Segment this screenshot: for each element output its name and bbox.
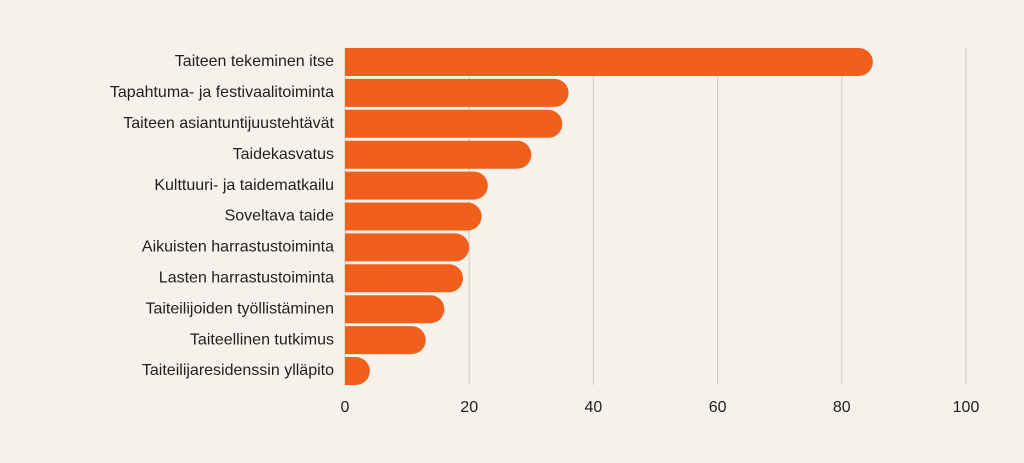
category-labels: Taiteen tekeminen itse Tapahtuma- ja fest… bbox=[110, 53, 335, 379]
bar-9 bbox=[345, 295, 445, 324]
category-label-1: Taiteen tekeminen itse bbox=[175, 53, 334, 70]
category-label-9: Taiteilijoiden työllistäminen bbox=[145, 300, 334, 317]
x-tick-label-100: 100 bbox=[953, 399, 980, 416]
bar-4 bbox=[345, 140, 532, 169]
bar-5 bbox=[345, 171, 488, 200]
category-label-7: Aikuisten harrastustoiminta bbox=[142, 239, 334, 256]
category-label-3: Taiteen asiantuntijuustehtävät bbox=[123, 115, 334, 132]
category-label-5: Kulttuuri- ja taidematkailu bbox=[154, 177, 334, 194]
bar-11 bbox=[345, 357, 370, 385]
x-tick-label-20: 20 bbox=[460, 399, 478, 416]
bar-8 bbox=[345, 264, 463, 293]
category-label-2: Tapahtuma- ja festivaalitoiminta bbox=[110, 84, 334, 101]
bars bbox=[345, 48, 873, 385]
x-axis-tick-labels: 0 20 40 60 80 100 bbox=[341, 399, 980, 416]
x-tick-label-80: 80 bbox=[833, 399, 851, 416]
x-tick-label-0: 0 bbox=[341, 399, 350, 416]
bar-3 bbox=[345, 109, 563, 138]
bar-7 bbox=[345, 233, 470, 262]
category-label-4: Taidekasvatus bbox=[233, 146, 334, 163]
x-tick-label-60: 60 bbox=[709, 399, 727, 416]
category-label-6: Soveltava taide bbox=[225, 208, 335, 225]
x-tick-label-40: 40 bbox=[585, 399, 603, 416]
bar-6 bbox=[345, 202, 482, 231]
bar-10 bbox=[345, 326, 426, 355]
bar-1 bbox=[345, 48, 873, 76]
category-label-11: Taiteilijaresidenssin ylläpito bbox=[142, 362, 334, 379]
bar-2 bbox=[345, 78, 569, 107]
category-label-10: Taiteellinen tutkimus bbox=[190, 331, 334, 348]
category-label-8: Lasten harrastustoiminta bbox=[159, 270, 334, 287]
